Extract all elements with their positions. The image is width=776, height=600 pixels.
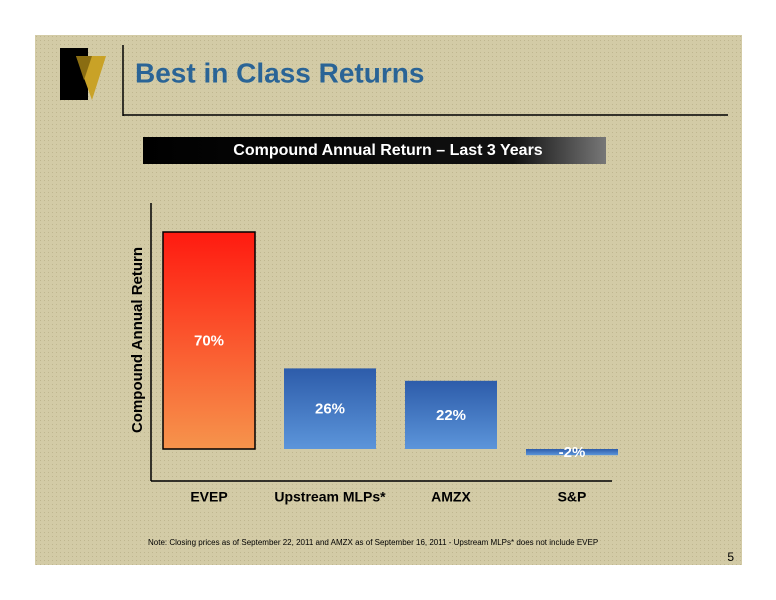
value-label: -2% [559, 444, 586, 461]
chart-title: Compound Annual Return – Last 3 Years [233, 142, 542, 159]
x-tick-label: Upstream MLPs* [274, 489, 386, 505]
footnote: Note: Closing prices as of September 22,… [148, 538, 598, 547]
page-number: 5 [727, 550, 734, 564]
value-label: 26% [315, 401, 345, 418]
value-label: 22% [436, 407, 466, 424]
plot: 70% EVEP 26% Upstream MLPs* 22% AMZX -2% S&P [162, 231, 618, 505]
x-tick-label: AMZX [431, 489, 471, 505]
x-tick-label: EVEP [190, 489, 227, 505]
chart-title-banner [143, 137, 606, 164]
bar [405, 380, 497, 449]
bar [526, 449, 618, 456]
slide-title: Best in Class Returns [135, 57, 424, 88]
bar [162, 231, 256, 450]
bar [284, 368, 376, 449]
x-tick-label: S&P [558, 489, 587, 505]
value-label: 70% [194, 332, 224, 349]
logo [60, 48, 106, 100]
y-axis-label: Compound Annual Return [129, 247, 146, 433]
slide-background [35, 35, 742, 565]
